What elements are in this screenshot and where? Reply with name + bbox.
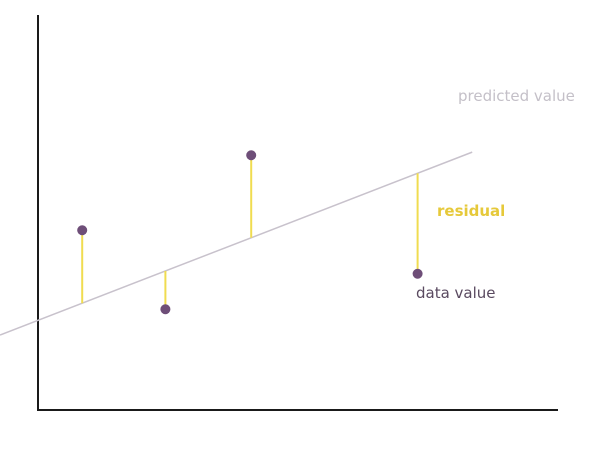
data-point	[246, 150, 257, 161]
regression-line	[0, 151, 473, 336]
predicted-value-label: predicted value	[458, 87, 575, 105]
data-value-label: data value	[416, 284, 496, 302]
data-point	[412, 268, 423, 279]
data-point	[160, 304, 171, 315]
data-points	[77, 150, 423, 315]
residual-lines	[81, 155, 419, 310]
residual-label: residual	[437, 202, 505, 220]
data-point	[77, 225, 88, 236]
